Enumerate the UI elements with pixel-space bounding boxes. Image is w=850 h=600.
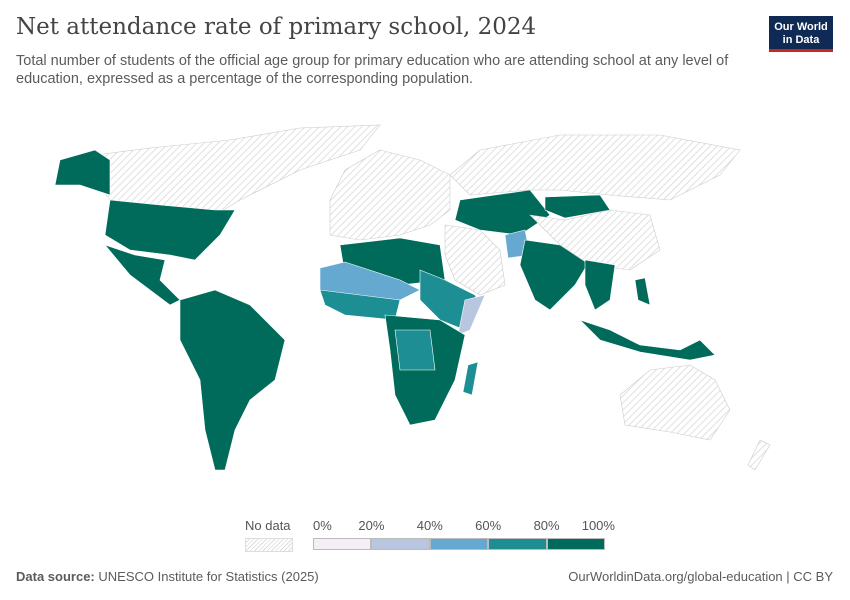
source-note: Data source: UNESCO Institute for Statis… [16, 569, 319, 584]
region-australia[interactable] [619, 364, 731, 441]
region-russia[interactable] [449, 134, 741, 201]
legend-tick-label: 60% [475, 518, 502, 533]
region-usa[interactable] [104, 199, 236, 261]
legend-no-data-label: No data [245, 518, 291, 533]
legend-no-data-swatch [245, 538, 293, 552]
legend-tick-label: 80% [533, 518, 560, 533]
region-mongolia[interactable] [544, 194, 611, 219]
region-middle-east[interactable] [444, 224, 506, 296]
region-madagascar[interactable] [462, 361, 479, 396]
subtitle: Total number of students of the official… [16, 53, 729, 87]
source-label: Data source: [16, 569, 95, 584]
region-china[interactable] [529, 209, 661, 271]
legend-tick-label: 20% [358, 518, 385, 533]
owid-logo[interactable]: Our World in Data [769, 16, 833, 52]
region-indonesia[interactable] [579, 319, 716, 361]
region-southeast-asia[interactable] [584, 259, 616, 311]
legend-tick-label: 100% [581, 518, 615, 533]
legend-tick-label: 40% [416, 518, 443, 533]
region-philippines[interactable] [634, 277, 651, 306]
region-south-america[interactable] [179, 289, 286, 471]
region-new-zealand[interactable] [747, 439, 771, 471]
legend-swatch[interactable] [313, 538, 372, 550]
region-europe[interactable] [329, 149, 451, 241]
legend-swatch[interactable] [546, 538, 605, 550]
region-alaska[interactable] [54, 149, 111, 196]
legend-swatch[interactable] [371, 538, 430, 550]
region-somalia[interactable] [457, 294, 486, 336]
world-map[interactable] [0, 110, 850, 510]
page-title: Net attendance rate of primary school, 2… [16, 14, 537, 40]
region-west-africa[interactable] [319, 289, 401, 321]
legend-swatch[interactable] [488, 538, 547, 550]
legend-tick-label: 0% [313, 518, 332, 533]
source-text: UNESCO Institute for Statistics (2025) [98, 569, 319, 584]
region-congo[interactable] [394, 329, 436, 371]
footer-url[interactable]: OurWorldinData.org/global-education | CC… [568, 569, 833, 584]
legend-swatch[interactable] [429, 538, 489, 550]
